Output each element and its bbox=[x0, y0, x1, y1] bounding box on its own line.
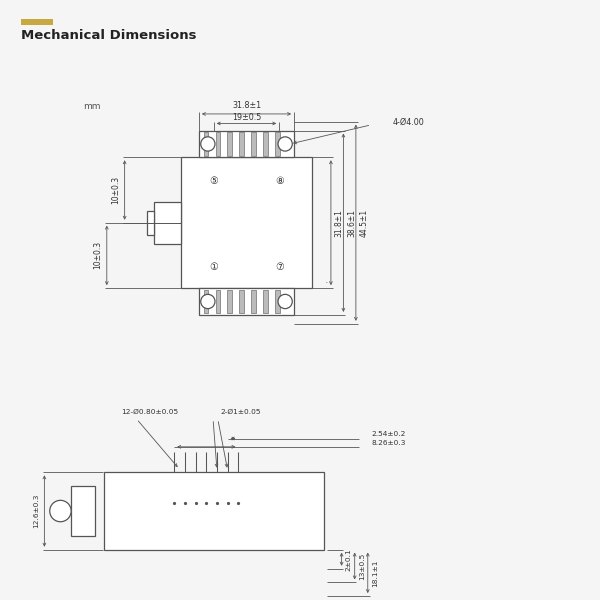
Text: 13±0.5: 13±0.5 bbox=[359, 553, 365, 580]
Bar bbox=[263, 290, 268, 313]
Circle shape bbox=[50, 500, 71, 522]
Bar bbox=[239, 290, 244, 313]
Text: 38.6±1: 38.6±1 bbox=[347, 209, 356, 237]
Text: 31.8±1: 31.8±1 bbox=[335, 209, 344, 236]
Bar bbox=[227, 133, 232, 155]
Text: 4-Ø4.00: 4-Ø4.00 bbox=[393, 118, 424, 127]
Text: ·: · bbox=[325, 278, 329, 289]
Text: 10±0.3: 10±0.3 bbox=[94, 241, 103, 269]
Circle shape bbox=[278, 137, 292, 151]
Bar bbox=[104, 472, 324, 550]
Text: 12-Ø0.80±0.05: 12-Ø0.80±0.05 bbox=[122, 409, 179, 415]
Text: 12.6±0.3: 12.6±0.3 bbox=[33, 494, 39, 528]
Text: 8.26±0.3: 8.26±0.3 bbox=[371, 440, 406, 446]
Bar bbox=[71, 486, 95, 536]
Text: 10±0.3: 10±0.3 bbox=[111, 176, 120, 204]
Circle shape bbox=[278, 295, 292, 308]
Bar bbox=[251, 290, 256, 313]
Bar bbox=[263, 133, 268, 155]
Text: 2±0.1: 2±0.1 bbox=[346, 548, 352, 571]
Text: 18.1±1: 18.1±1 bbox=[372, 559, 378, 587]
Bar bbox=[199, 288, 294, 315]
Bar bbox=[275, 133, 280, 155]
Bar bbox=[181, 157, 312, 288]
Text: ①: ① bbox=[209, 262, 218, 272]
Bar bbox=[215, 133, 220, 155]
Bar bbox=[275, 290, 280, 313]
Bar bbox=[227, 290, 232, 313]
Text: 31.8±1: 31.8±1 bbox=[232, 101, 261, 110]
Bar bbox=[199, 131, 294, 157]
Bar bbox=[147, 211, 154, 235]
Bar bbox=[203, 290, 208, 313]
Bar bbox=[251, 133, 256, 155]
Bar bbox=[215, 290, 220, 313]
Text: 2.54±0.2: 2.54±0.2 bbox=[371, 431, 406, 437]
Text: ⑦: ⑦ bbox=[275, 262, 284, 272]
Circle shape bbox=[201, 295, 215, 308]
Text: Mechanical Dimensions: Mechanical Dimensions bbox=[20, 29, 196, 42]
Bar bbox=[154, 202, 181, 244]
Bar bbox=[239, 133, 244, 155]
Circle shape bbox=[201, 137, 215, 151]
Text: ⑤: ⑤ bbox=[209, 176, 218, 186]
Bar bbox=[203, 133, 208, 155]
Text: mm: mm bbox=[83, 103, 101, 112]
Text: 19±0.5: 19±0.5 bbox=[232, 113, 261, 122]
Text: ⑧: ⑧ bbox=[275, 176, 284, 186]
Bar bbox=[20, 19, 53, 25]
Text: 2-Ø1±0.05: 2-Ø1±0.05 bbox=[220, 409, 260, 415]
Text: 44.5±1: 44.5±1 bbox=[359, 209, 368, 237]
